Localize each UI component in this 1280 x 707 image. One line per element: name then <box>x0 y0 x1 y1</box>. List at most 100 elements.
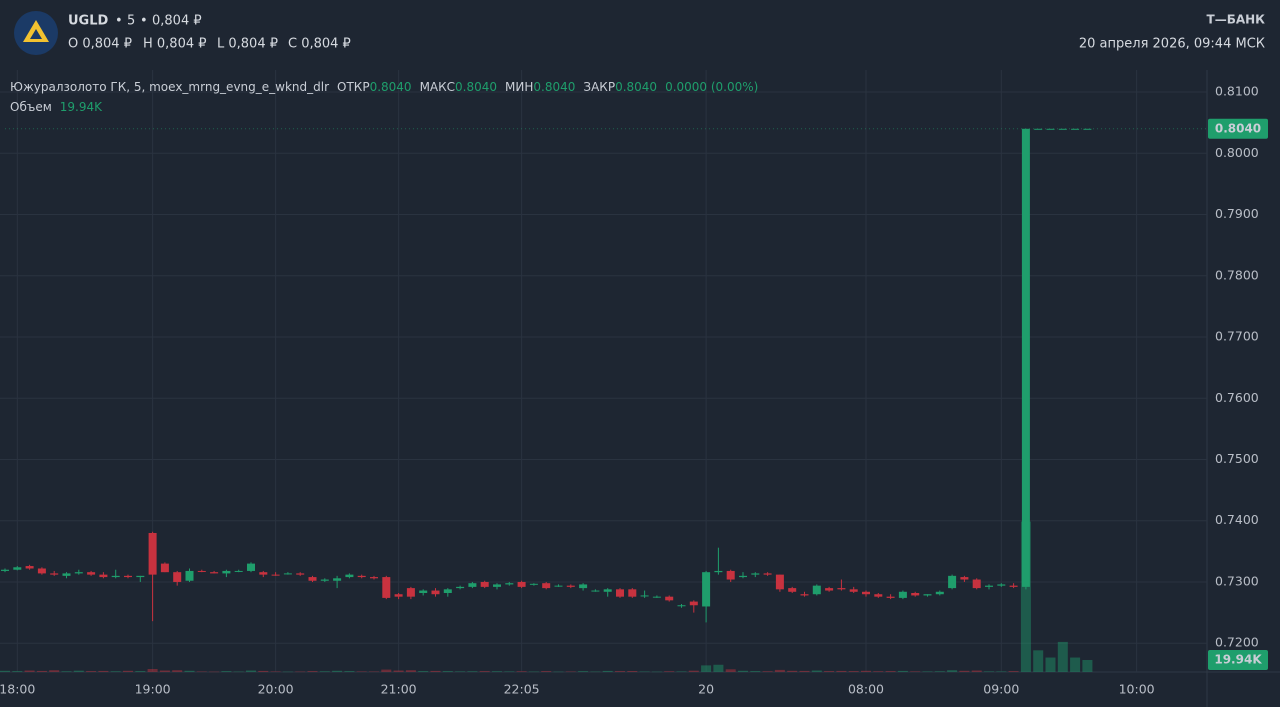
volume-bar <box>270 671 281 672</box>
x-tick-label: 19:00 <box>135 682 171 697</box>
volume-bar <box>836 670 847 672</box>
candle-body <box>431 590 440 595</box>
volume-legend: Объем 19.94K <box>10 100 103 114</box>
y-tick-label: 0.7300 <box>1215 573 1259 588</box>
volume-bar <box>369 671 379 673</box>
volume-bar <box>602 670 613 672</box>
candle-body <box>357 575 366 578</box>
y-tick-label: 0.7200 <box>1215 635 1259 650</box>
candle-body <box>480 581 489 587</box>
volume-bar <box>332 670 343 672</box>
legend-value: 0.8040 <box>615 80 657 94</box>
volume-bar <box>49 670 60 672</box>
candle-body <box>886 596 895 598</box>
volume-bar <box>246 670 256 672</box>
volume-bar <box>61 671 72 672</box>
volume-bar <box>135 671 146 672</box>
volume-bar <box>824 671 835 672</box>
volume-bar <box>36 670 47 672</box>
volume-bar <box>848 671 859 672</box>
volume-bar <box>209 671 220 673</box>
candle-body <box>505 583 514 585</box>
candle-body <box>136 575 145 578</box>
last-price-box <box>1208 118 1268 139</box>
volume-bar <box>442 671 453 672</box>
volume-bar <box>467 671 478 672</box>
separator: • <box>115 14 123 29</box>
volume-pane <box>0 521 1093 673</box>
y-tick-label: 0.7700 <box>1215 329 1259 344</box>
candle-body <box>296 573 305 575</box>
volume-bar <box>110 671 121 672</box>
legend-label: ОТКР <box>337 80 370 94</box>
candle-body <box>665 596 674 601</box>
volume-bar <box>762 671 773 672</box>
volume-bar <box>897 670 908 672</box>
volume-bar <box>418 671 429 672</box>
candle-body <box>911 592 920 596</box>
candle-body <box>1071 128 1080 130</box>
candle-body <box>579 584 588 589</box>
candle-body <box>333 578 342 581</box>
volume-bar <box>147 668 158 672</box>
volume-bar <box>233 671 244 673</box>
candle-body <box>517 581 526 587</box>
legend-label: МАКС <box>420 80 455 94</box>
volume-bar <box>73 670 84 672</box>
candle-body <box>591 590 600 592</box>
candle-body <box>37 568 46 574</box>
volume-bar <box>553 671 564 673</box>
volume-bar <box>307 671 318 672</box>
volume-bar <box>492 671 502 672</box>
candle-body <box>677 605 686 607</box>
candle-body <box>616 589 624 597</box>
x-tick-label: 20 <box>698 682 714 697</box>
candle-body <box>382 577 391 598</box>
candle-body <box>308 577 317 581</box>
candle-body <box>210 572 219 574</box>
candle-body <box>775 574 784 590</box>
candle-body <box>62 573 71 576</box>
volume-bar <box>615 671 625 672</box>
candle-body <box>935 591 944 595</box>
volume-bar <box>996 671 1007 672</box>
candle-body <box>394 594 403 597</box>
candle-body <box>99 574 108 578</box>
volume-bar <box>984 671 994 672</box>
candle-body <box>714 570 723 573</box>
candle-body <box>456 586 465 589</box>
volume-bar <box>98 670 109 672</box>
candle-body <box>283 573 292 575</box>
legend-value: 0.8040 <box>455 80 497 94</box>
x-tick-label: 08:00 <box>848 682 884 697</box>
volume-bar <box>1033 650 1044 672</box>
volume-bar <box>344 671 355 672</box>
volume-value: 19.94K <box>60 100 103 114</box>
x-tick-label: 10:00 <box>1119 682 1155 697</box>
candle-body <box>566 585 575 587</box>
volume-bar <box>725 669 736 672</box>
candle-body <box>972 579 981 589</box>
candle-body <box>1058 128 1067 130</box>
candle-body <box>652 596 661 598</box>
candle-body <box>185 570 194 581</box>
x-tick-label: 18:00 <box>0 682 35 697</box>
volume-bar <box>356 671 367 672</box>
ticker: UGLD <box>68 14 109 29</box>
y-tick-label: 0.7900 <box>1215 206 1259 221</box>
logo <box>14 11 58 55</box>
volume-bar <box>590 671 601 673</box>
datetime: 20 апреля 2026, 09:44 МСК <box>1079 37 1265 52</box>
candle-body <box>800 594 809 596</box>
candle-body <box>825 588 834 591</box>
volume-bar <box>688 670 699 672</box>
volume-bar <box>922 671 933 672</box>
candle-body <box>74 572 83 574</box>
candle-body <box>50 573 59 575</box>
volume-bar <box>738 670 748 672</box>
y-tick-label: 0.8000 <box>1215 145 1259 160</box>
x-tick-label: 20:00 <box>258 682 294 697</box>
axes: 0.7200 0.7300 0.7400 0.7500 0.7600 0.7700 0.78… <box>0 84 1268 697</box>
candle-body <box>739 575 747 578</box>
candle-body <box>923 594 932 596</box>
